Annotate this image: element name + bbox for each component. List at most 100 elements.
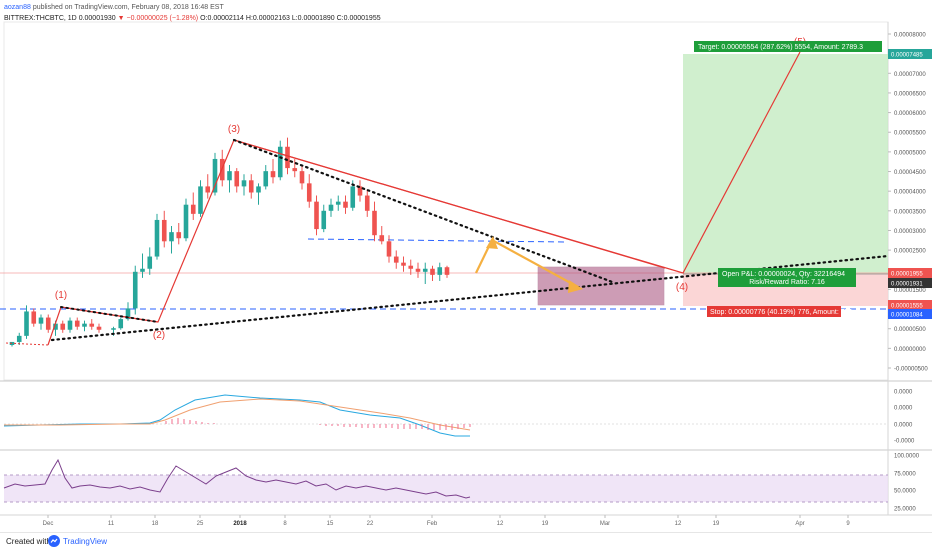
candle: [379, 226, 385, 245]
badge-box: [888, 300, 932, 310]
candle: [140, 253, 145, 278]
candle-body: [270, 171, 276, 178]
time-tick-label: 19: [713, 521, 720, 527]
candle: [74, 317, 80, 330]
candle: [132, 265, 138, 315]
stop-label: [707, 306, 841, 317]
time-tick-label: 19: [542, 521, 549, 527]
target-text: Target: 0.00005554 (287.62%) 5554, Amoun…: [698, 44, 863, 51]
time-tick-label: 12: [675, 521, 682, 527]
label-box: [694, 41, 882, 52]
candle-body: [285, 146, 290, 169]
candle: [357, 180, 363, 202]
macd-tick-label: 0.0000: [894, 406, 913, 412]
price-tick-label: 0.00003500: [894, 209, 926, 215]
author-link[interactable]: aozan88: [4, 4, 31, 11]
time-tick-label: Apr: [795, 521, 804, 527]
candle: [248, 174, 254, 199]
candle-body: [299, 171, 305, 184]
wave-label: (4): [676, 282, 688, 293]
candle: [190, 192, 196, 220]
chart-canvas[interactable]: 0.000080000.000075000.000070000.00006500…: [0, 0, 932, 532]
candle-body: [38, 317, 44, 324]
candle: [430, 265, 435, 281]
tradingview-logo-icon: [48, 535, 60, 547]
wave-label: (1): [55, 290, 67, 301]
price-tick-label: 0.00004000: [894, 190, 926, 196]
candle-body: [24, 311, 29, 336]
candle-body: [183, 204, 189, 239]
candle-body: [393, 256, 399, 263]
last-price: 0.00001930: [78, 15, 116, 22]
candle: [82, 320, 87, 332]
price-badge: [888, 309, 932, 319]
time-tick-label: 2018: [233, 521, 247, 527]
time-tick-label: 18: [152, 521, 159, 527]
tradingview-link[interactable]: TradingView: [63, 537, 108, 546]
wave-label: (2): [153, 330, 165, 341]
candle-body: [31, 311, 37, 324]
candle-body: [256, 186, 261, 193]
candle: [437, 262, 443, 281]
risk-reward-text: Risk/Reward Ratio: 7.16: [749, 279, 825, 286]
candle-body: [198, 186, 203, 214]
label-box: [707, 306, 841, 317]
candle: [422, 262, 428, 284]
candle-body: [111, 328, 116, 330]
badge-text: 0.00001955: [891, 272, 923, 278]
candle: [321, 204, 327, 233]
candle-body: [335, 201, 341, 205]
ohlc-high: H:0.00002163: [245, 15, 290, 22]
dotted-resistance-trendline: [232, 138, 617, 285]
candle-body: [169, 232, 174, 242]
candle: [183, 198, 189, 242]
candle-body: [96, 326, 102, 330]
candle-body: [140, 268, 145, 272]
candle-body: [401, 262, 406, 266]
created-with-label: Created with: [6, 537, 51, 546]
candle-body: [212, 158, 218, 193]
rsi-band: [4, 475, 888, 502]
time-tick-label: 15: [327, 521, 334, 527]
candle-body: [430, 268, 435, 275]
candle: [38, 314, 44, 330]
time-tick-label: Mar: [600, 521, 610, 527]
candle: [212, 152, 218, 196]
macd-tick-label: 0.0000: [894, 390, 913, 396]
candle: [45, 314, 51, 333]
wave-label: (3): [228, 124, 240, 135]
wave-trendline: [233, 139, 666, 269]
candle: [60, 320, 66, 333]
candle-body: [82, 323, 87, 327]
candle: [277, 140, 283, 181]
publish-line: aozan88 published on TradingView.com, Fe…: [4, 4, 224, 11]
price-badge: [888, 278, 932, 288]
candle-body: [277, 146, 283, 178]
rsi-line: [3, 458, 471, 499]
badge-box: [888, 49, 932, 59]
price-tick-label: 0.00005500: [894, 131, 926, 137]
candle-body: [16, 335, 22, 342]
candle: [401, 256, 406, 272]
candle: [147, 247, 153, 275]
candle: [393, 250, 399, 269]
badge-box: [888, 309, 932, 319]
projection-box: [537, 266, 665, 306]
price-badge: [888, 49, 932, 59]
arrow-head: [486, 236, 498, 249]
price-tick-label: 0.00003000: [894, 229, 926, 235]
candle: [234, 168, 240, 193]
symbol-name[interactable]: BITTREX:THCBTC, 1D: [4, 15, 77, 22]
candle: [263, 165, 269, 190]
candle-body: [292, 168, 298, 172]
candle-body: [234, 171, 240, 187]
arrow-head: [568, 280, 583, 293]
chart-header: aozan88 published on TradingView.com, Fe…: [0, 0, 932, 26]
candle: [270, 158, 276, 184]
candle-body: [372, 210, 377, 236]
candles: [9, 137, 450, 347]
candle: [31, 308, 37, 327]
symbol-line: BITTREX:THCBTC, 1D 0.00001930 ▼ −0.00000…: [4, 15, 381, 22]
badge-box: [888, 268, 932, 278]
candle: [161, 210, 167, 248]
